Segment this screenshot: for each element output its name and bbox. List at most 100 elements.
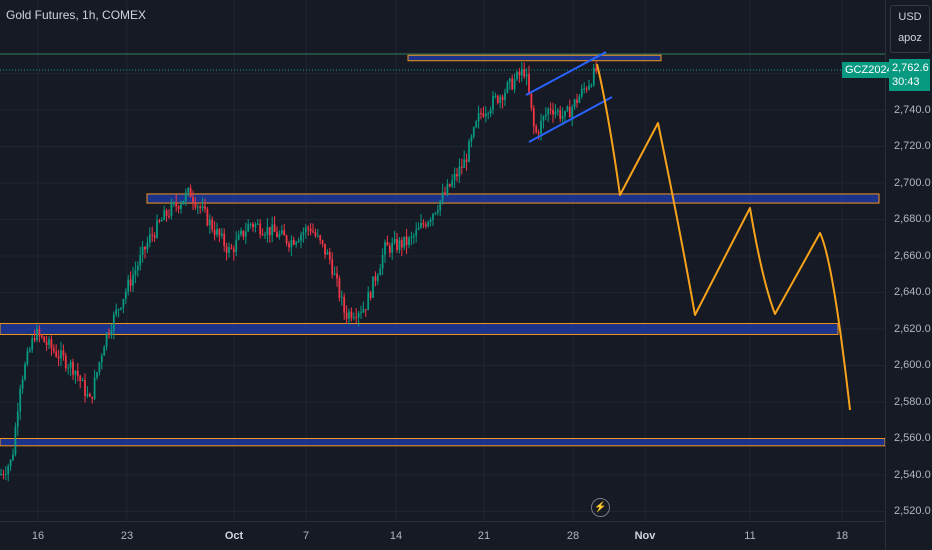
candle-body bbox=[333, 273, 336, 275]
candle-body bbox=[252, 223, 254, 228]
candle-body bbox=[57, 356, 60, 359]
candle-body bbox=[16, 411, 19, 427]
candle-body bbox=[369, 292, 372, 298]
candle-body bbox=[314, 232, 317, 236]
resistance-zone-top bbox=[407, 54, 662, 62]
time-axis-label: 23 bbox=[120, 530, 134, 542]
candle-body bbox=[544, 114, 547, 117]
candle-body bbox=[192, 197, 194, 203]
candle-body bbox=[535, 126, 538, 133]
candle-body bbox=[556, 110, 559, 112]
candle-body bbox=[540, 120, 542, 134]
candle-body bbox=[52, 348, 55, 352]
candle-body bbox=[364, 309, 367, 311]
candle-body bbox=[472, 127, 475, 137]
candle-body bbox=[33, 338, 36, 341]
candle-body bbox=[189, 187, 192, 198]
candle-body bbox=[432, 213, 434, 220]
candle-body bbox=[264, 234, 266, 236]
candle-body bbox=[595, 67, 598, 72]
price-chart[interactable] bbox=[0, 0, 885, 521]
candle-body bbox=[28, 349, 31, 352]
candle-body bbox=[302, 232, 305, 235]
price-axis-label: 2,520.0 bbox=[894, 505, 931, 517]
candle-body bbox=[499, 96, 502, 103]
candle-body bbox=[458, 166, 461, 177]
candle-body bbox=[547, 108, 550, 115]
candle-body bbox=[228, 247, 230, 253]
candle-body bbox=[74, 370, 77, 375]
candle-body bbox=[216, 229, 218, 235]
candle-body bbox=[237, 234, 240, 240]
candle-body bbox=[583, 88, 586, 90]
candle-body bbox=[465, 159, 468, 162]
candle-body bbox=[352, 317, 355, 319]
time-axis-label: Nov bbox=[634, 530, 656, 542]
candle-body bbox=[38, 328, 41, 336]
candle-body bbox=[511, 78, 514, 90]
candle-body bbox=[564, 110, 566, 116]
candle-body bbox=[345, 312, 348, 319]
price-axis-label: 2,620.0 bbox=[894, 323, 931, 335]
candle-body bbox=[376, 275, 379, 281]
candle-body bbox=[43, 336, 46, 343]
candle-body bbox=[501, 96, 504, 100]
candle-body bbox=[468, 141, 470, 162]
candle-body bbox=[134, 270, 137, 275]
candle-body bbox=[580, 88, 583, 97]
candle-body bbox=[7, 466, 10, 475]
flash-icon[interactable]: ⚡ bbox=[591, 498, 610, 517]
candle-body bbox=[326, 252, 329, 255]
price-axis-label: 2,720.0 bbox=[894, 140, 931, 152]
candle-body bbox=[69, 361, 72, 368]
candle-body bbox=[127, 279, 130, 292]
candle-body bbox=[172, 202, 175, 204]
channel-lower-line bbox=[528, 96, 613, 143]
candle-body bbox=[350, 311, 353, 319]
candle-body bbox=[247, 224, 250, 232]
candle-body bbox=[592, 67, 595, 86]
support-zone-low bbox=[0, 438, 885, 447]
candle-body bbox=[343, 296, 346, 313]
scale-mode-label: apoz bbox=[898, 32, 922, 44]
currency-label: USD bbox=[898, 11, 922, 23]
candle-body bbox=[405, 236, 408, 246]
candle-body bbox=[372, 276, 374, 298]
candle-body bbox=[355, 317, 358, 319]
price-axis-label: 2,660.0 bbox=[894, 250, 931, 262]
candle-body bbox=[292, 239, 295, 245]
candle-body bbox=[76, 370, 79, 376]
candle-body bbox=[67, 367, 70, 369]
candle-body bbox=[26, 351, 29, 365]
candle-body bbox=[410, 236, 413, 238]
candle-body bbox=[64, 355, 67, 369]
candle-body bbox=[124, 291, 127, 300]
candle-body bbox=[420, 223, 422, 228]
candle-body bbox=[504, 92, 506, 100]
resistance-zone bbox=[146, 193, 880, 204]
candle-body bbox=[360, 312, 362, 314]
candle-body bbox=[415, 229, 418, 236]
candle-body bbox=[379, 268, 382, 276]
candle-body bbox=[211, 219, 214, 230]
candle-body bbox=[153, 235, 156, 238]
candle-body bbox=[319, 235, 322, 241]
price-axis-label: 2,600.0 bbox=[894, 359, 931, 371]
candle-body bbox=[276, 231, 278, 238]
candle-body bbox=[225, 246, 228, 253]
bar-countdown: 30:43 bbox=[892, 76, 920, 88]
candle-body bbox=[182, 200, 185, 205]
candle-body bbox=[520, 69, 523, 76]
candle-body bbox=[110, 330, 113, 335]
candle-body bbox=[84, 380, 86, 397]
currency-scale-button[interactable]: USD apoz bbox=[890, 5, 930, 53]
candle-body bbox=[444, 192, 446, 194]
candle-body bbox=[588, 85, 590, 90]
time-axis-label: 14 bbox=[389, 530, 403, 542]
candle-body bbox=[218, 229, 221, 236]
candle-body bbox=[156, 220, 158, 238]
candle-body bbox=[304, 227, 307, 233]
candle-body bbox=[213, 229, 216, 235]
support-zone bbox=[0, 323, 839, 335]
candle-body bbox=[338, 278, 341, 298]
